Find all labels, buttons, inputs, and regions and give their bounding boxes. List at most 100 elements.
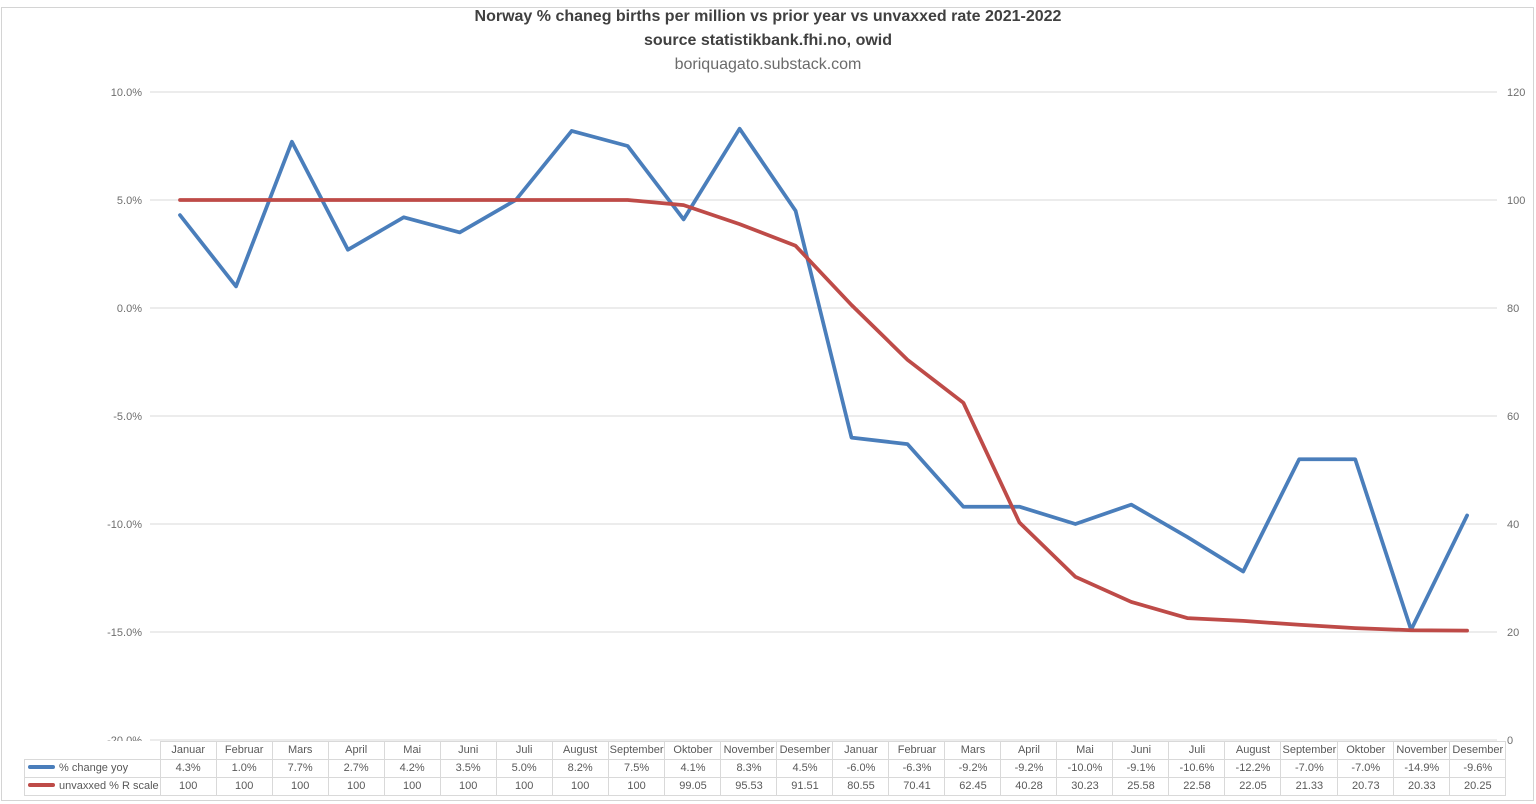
left-axis-tick-label: 5.0% xyxy=(117,195,142,207)
table-series-row: unvaxxed % R scale 100 100 100 100 100 100 100 1… xyxy=(24,777,1507,796)
value-cell: 7.5% xyxy=(607,759,666,778)
month-header-cell: November xyxy=(1393,741,1451,760)
value-cell: 20.25 xyxy=(1449,777,1507,796)
left-axis-tick-label: -10.0% xyxy=(107,519,142,531)
value-cell: 80.55 xyxy=(832,777,890,796)
value-cell: 100 xyxy=(607,777,666,796)
month-header-cell: Desember xyxy=(1449,741,1507,760)
month-header-cell: Mars xyxy=(944,741,1002,760)
chart-outer-border xyxy=(1,7,1534,801)
right-axis-tick-label: 120 xyxy=(1507,87,1525,99)
month-header-cell: Mai xyxy=(1056,741,1114,760)
chart-watermark: boriquagato.substack.com xyxy=(674,56,862,73)
left-axis-tick-label: 10.0% xyxy=(111,87,142,99)
left-axis-tick-label: -15.0% xyxy=(107,627,142,639)
left-axis-tick-label: 0.0% xyxy=(117,303,142,315)
value-cell: -10.0% xyxy=(1056,759,1114,778)
legend-line-marker xyxy=(28,765,55,770)
value-cell: 95.53 xyxy=(720,777,778,796)
month-header-cell: April xyxy=(1000,741,1058,760)
value-cell: 100 xyxy=(383,777,441,796)
value-cell: 100 xyxy=(439,777,497,796)
month-header-cell: Februar xyxy=(888,741,946,760)
month-header-cell: September xyxy=(1280,741,1339,760)
series-line--change-yoy xyxy=(178,126,1469,632)
month-header-cell: November xyxy=(720,741,778,760)
value-cell: 8.3% xyxy=(720,759,778,778)
value-cell: 100 xyxy=(215,777,273,796)
value-cell: 100 xyxy=(159,777,217,796)
value-cell: 20.73 xyxy=(1337,777,1395,796)
left-axis-tick-label: -5.0% xyxy=(113,411,142,423)
value-cell: 100 xyxy=(495,777,553,796)
value-cell: 22.05 xyxy=(1224,777,1282,796)
right-axis-tick-label: 40 xyxy=(1507,519,1519,531)
value-cell: -10.6% xyxy=(1168,759,1226,778)
month-header-cell: Mai xyxy=(383,741,441,760)
value-cell: 100 xyxy=(551,777,609,796)
value-cell: 30.23 xyxy=(1056,777,1114,796)
legend-line-marker xyxy=(28,783,55,788)
value-cell: -12.2% xyxy=(1224,759,1282,778)
right-axis-tick-label: 0 xyxy=(1507,735,1513,747)
month-header-cell: April xyxy=(327,741,385,760)
value-cell: 99.05 xyxy=(664,777,722,796)
month-header-cell: Juli xyxy=(1168,741,1226,760)
month-header-cell: Oktober xyxy=(1337,741,1395,760)
month-header-cell: Juni xyxy=(439,741,497,760)
value-cell: 62.45 xyxy=(944,777,1002,796)
legend-cell: unvaxxed % R scale xyxy=(24,777,161,796)
right-axis-tick-label: 80 xyxy=(1507,303,1519,315)
table-series-row: % change yoy 4.3% 1.0% 7.7% 2.7% 4.2% 3.5% 5.0%… xyxy=(24,759,1507,778)
value-cell: 3.5% xyxy=(439,759,497,778)
right-axis-tick-label: 20 xyxy=(1507,627,1519,639)
right-axis-tick-label: 100 xyxy=(1507,195,1525,207)
value-cell: -6.0% xyxy=(832,759,890,778)
month-header-cell: August xyxy=(1224,741,1282,760)
month-header-cell: Mars xyxy=(271,741,329,760)
value-cell: 100 xyxy=(327,777,385,796)
month-header-cell: Juli xyxy=(495,741,553,760)
value-cell: 4.2% xyxy=(383,759,441,778)
value-cell: 70.41 xyxy=(888,777,946,796)
value-cell: 20.33 xyxy=(1393,777,1451,796)
value-cell: -7.0% xyxy=(1280,759,1339,778)
value-cell: -9.2% xyxy=(944,759,1002,778)
chart-title-block: Norway % chaneg births per million vs pr… xyxy=(0,5,1536,77)
month-header-cell: Januar xyxy=(159,741,217,760)
value-cell: 4.1% xyxy=(664,759,722,778)
month-header-cell: Februar xyxy=(215,741,273,760)
value-cell: -6.3% xyxy=(888,759,946,778)
value-cell: -9.2% xyxy=(1000,759,1058,778)
value-cell: 1.0% xyxy=(215,759,273,778)
value-cell: 7.7% xyxy=(271,759,329,778)
value-cell: 2.7% xyxy=(327,759,385,778)
value-cell: -14.9% xyxy=(1393,759,1451,778)
value-cell: -9.1% xyxy=(1112,759,1170,778)
legend-series-label: unvaxxed % R scale xyxy=(59,780,159,792)
value-cell: 4.5% xyxy=(776,759,834,778)
month-header-cell: September xyxy=(607,741,666,760)
month-header-cell: Desember xyxy=(776,741,834,760)
legend-series-label: % change yoy xyxy=(59,762,129,774)
value-cell: 22.58 xyxy=(1168,777,1226,796)
month-header-cell: Juni xyxy=(1112,741,1170,760)
legend-cell: % change yoy xyxy=(24,759,161,778)
value-cell: 91.51 xyxy=(776,777,834,796)
chart-subtitle: source statistikbank.fhi.no, owid xyxy=(643,32,893,49)
value-cell: 8.2% xyxy=(551,759,609,778)
value-cell: -7.0% xyxy=(1337,759,1395,778)
month-header-cell: Oktober xyxy=(664,741,722,760)
value-cell: 100 xyxy=(271,777,329,796)
value-cell: 40.28 xyxy=(1000,777,1058,796)
chart-title: Norway % chaneg births per million vs pr… xyxy=(474,8,1062,25)
value-cell: 4.3% xyxy=(159,759,217,778)
value-cell: 25.58 xyxy=(1112,777,1170,796)
month-header-cell: Januar xyxy=(832,741,890,760)
series-line-unvaxxed-r-scale xyxy=(178,198,1469,633)
month-header-cell: August xyxy=(551,741,609,760)
data-table: Januar Februar Mars April Mai Juni Juli August S… xyxy=(24,741,1507,796)
value-cell: 5.0% xyxy=(495,759,553,778)
value-cell: -9.6% xyxy=(1449,759,1507,778)
